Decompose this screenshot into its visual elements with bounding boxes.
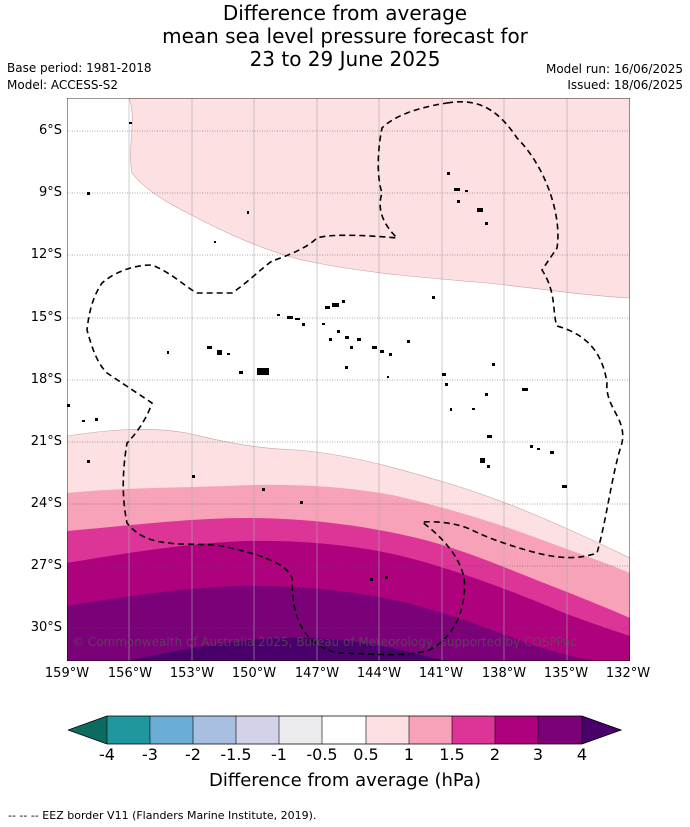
lon-label-132w: 132°W [605,666,651,681]
cb-tick-2: 2 [489,745,501,764]
cb-neg2-neg1-5 [193,716,236,744]
eez-footnote: -- -- -- EEZ border V11 (Flanders Marine… [8,809,317,822]
cb-tick-neg0-5: -0.5 [306,745,338,764]
lat-label-27s: 27°S [30,558,62,573]
cb-neg1-neg0-5 [279,716,322,744]
cb-neg4-neg3 [107,716,150,744]
map-meridians [128,98,568,661]
cb-tick-neg1-5: -1.5 [220,745,252,764]
cb-tick-neg4: -4 [99,745,115,764]
model-name: Model: ACCESS-S2 [7,78,119,92]
lat-label-9s: 9°S [38,185,62,200]
lon-label-141w: 141°W [418,666,464,681]
cb-tick-3: 3 [532,745,544,764]
lon-label-144w: 144°W [356,666,402,681]
lon-label-159w: 159°W [44,666,90,681]
cb-3-4 [538,716,582,744]
cb-tick-0-5: 0.5 [353,745,379,764]
colorbar-title: Difference from average (hPa) [208,770,482,791]
lon-label-147w: 147°W [294,666,340,681]
map-title-line2: mean sea level pressure forecast for [162,24,528,48]
lat-label-24s: 24°S [30,496,62,511]
cb-neg0-5-0-5 [322,716,366,744]
issued-date: Issued: 18/06/2025 [567,78,683,92]
eez-border-east [86,101,624,656]
lat-label-12s: 12°S [30,247,62,262]
band-3-to-4 [67,585,597,661]
lat-label-6s: 6°S [38,123,62,138]
lat-label-18s: 18°S [30,372,62,387]
islands [67,122,567,581]
map-title-line1: Difference from average [222,1,468,25]
cb-lt-neg4 [68,716,107,744]
model-run: Model run: 16/06/2025 [545,62,683,76]
lon-label-138w: 138°W [481,666,527,681]
base-period: Base period: 1981-2018 [7,61,152,75]
cb-tick-neg3: -3 [142,745,158,764]
cb-gt-4 [582,716,621,744]
cb-0-5-1 [366,716,409,744]
lon-label-156w: 156°W [107,666,153,681]
lat-label-30s: 30°S [30,620,62,635]
cb-1-5-2 [452,716,495,744]
lon-label-150w: 150°W [231,666,277,681]
cb-1-1-5 [409,716,452,744]
lat-label-21s: 21°S [30,434,62,449]
band-above-4 [127,637,452,661]
cb-tick-4: 4 [576,745,588,764]
lon-label-153w: 153°W [169,666,215,681]
cb-tick-1-5: 1.5 [439,745,465,764]
cb-neg1-5-neg1 [236,716,279,744]
map-copyright: © Commonwealth of Australia 2025, Bureau… [72,635,577,649]
cb-tick-neg1: -1 [271,745,287,764]
lon-label-135w: 135°W [543,666,589,681]
cb-tick-neg2: -2 [185,745,201,764]
pressure-anomaly-map: © Commonwealth of Australia 2025, Bureau… [67,98,630,661]
cb-2-3 [495,716,538,744]
colorbar [68,715,622,745]
lat-label-15s: 15°S [30,310,62,325]
cb-neg3-neg2 [150,716,193,744]
cb-tick-1: 1 [403,745,415,764]
map-title-line3: 23 to 29 June 2025 [249,47,441,71]
